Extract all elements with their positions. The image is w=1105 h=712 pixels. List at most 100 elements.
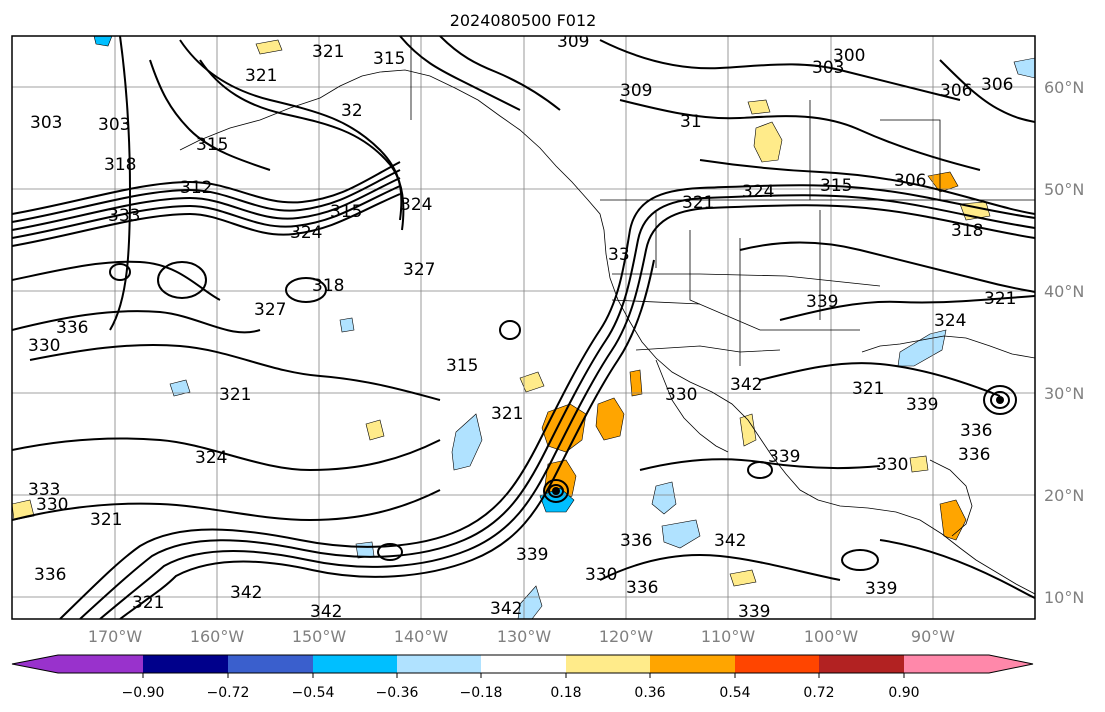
contour-label: 318 xyxy=(312,276,344,296)
contour-label: 330 xyxy=(36,495,68,515)
contour-label: 324 xyxy=(290,223,322,243)
colorbar-segment xyxy=(566,655,650,673)
contour-label: 324 xyxy=(195,448,227,468)
contour-label: 306 xyxy=(981,75,1013,95)
contour-label: 333 xyxy=(28,480,60,500)
colorbar-segment xyxy=(12,655,58,673)
colorbar-tick-label: 0.72 xyxy=(803,685,834,701)
contour-label: 339 xyxy=(906,395,938,415)
lon-label: 150°W xyxy=(292,627,347,646)
colorbar-tick-label: 0.54 xyxy=(719,685,750,701)
colorbar-tick-label: −0.18 xyxy=(460,685,503,701)
colorbar-tick-label: −0.90 xyxy=(122,685,165,701)
contour-label: 315 xyxy=(196,135,228,155)
colorbar-tick-label: 0.18 xyxy=(550,685,581,701)
colorbar: −0.90 −0.72 −0.54 −0.36 −0.18 0.18 0.36 … xyxy=(11,654,1034,701)
latitude-labels: 60°N 50°N 40°N 30°N 20°N 10°N xyxy=(1044,78,1084,607)
colorbar-segment xyxy=(481,655,566,673)
contour-label: 336 xyxy=(960,421,992,441)
contour-label: 342 xyxy=(730,375,762,395)
colorbar-segment xyxy=(58,655,143,673)
lat-label: 60°N xyxy=(1044,78,1084,97)
contour-label: 324 xyxy=(934,311,966,331)
contour-label: 324 xyxy=(742,182,774,202)
lon-label: 100°W xyxy=(804,627,859,646)
contour-label: 306 xyxy=(940,81,972,101)
contour-label: 333 xyxy=(108,206,140,226)
contour-label: 342 xyxy=(230,583,262,603)
contour-label: 330 xyxy=(585,565,617,585)
contour-label: 309 xyxy=(557,32,589,52)
contour-label: 321 xyxy=(219,385,251,405)
contour-label: 339 xyxy=(768,447,800,467)
lat-label: 40°N xyxy=(1044,282,1084,301)
contour-label: 321 xyxy=(132,593,164,613)
contour-label: 330 xyxy=(28,336,60,356)
colorbar-segment xyxy=(735,655,819,673)
contour-label: 336 xyxy=(34,565,66,585)
contour-label: 336 xyxy=(620,531,652,551)
lon-label: 90°W xyxy=(911,627,955,646)
contour-label: 318 xyxy=(951,221,983,241)
colorbar-tick-label: −0.54 xyxy=(292,685,335,701)
colorbar-segment xyxy=(819,655,904,673)
colorbar-segment xyxy=(989,655,1033,673)
contour-label: 324 xyxy=(400,195,432,215)
contour-label: 339 xyxy=(738,602,770,622)
contour-label: 303 xyxy=(98,115,130,135)
contour-label: 339 xyxy=(865,579,897,599)
contour-label: 32 xyxy=(341,101,363,121)
contour-label: 315 xyxy=(330,202,362,222)
colorbar-segment xyxy=(143,655,228,673)
storm-center xyxy=(552,487,560,495)
lat-label: 50°N xyxy=(1044,180,1084,199)
contour-label: 321 xyxy=(90,510,122,530)
lon-label: 130°W xyxy=(497,627,552,646)
colorbar-outline xyxy=(11,654,1034,674)
contour-label: 321 xyxy=(682,193,714,213)
contour-label: 321 xyxy=(312,42,344,62)
figure-title: 2024080500 F012 xyxy=(450,11,597,30)
lon-label: 110°W xyxy=(701,627,756,646)
lon-label: 140°W xyxy=(394,627,449,646)
contour-label: 315 xyxy=(820,176,852,196)
contour-label: 321 xyxy=(245,66,277,86)
storm-center xyxy=(996,396,1004,404)
contour-label: 309 xyxy=(620,81,652,101)
contour-label: 336 xyxy=(958,445,990,465)
lat-label: 30°N xyxy=(1044,384,1084,403)
contour-label: 321 xyxy=(852,379,884,399)
colorbar-tick-label: 0.36 xyxy=(634,685,665,701)
contour-labels: 321 315 309 300 303 306 303 321 32 309 3… xyxy=(28,32,1016,622)
contour-label: 336 xyxy=(56,318,88,338)
contour-label: 336 xyxy=(626,578,658,598)
colorbar-tick-label: −0.72 xyxy=(207,685,250,701)
colorbar-segment xyxy=(904,655,989,673)
colorbar-segment xyxy=(650,655,735,673)
contour-label: 312 xyxy=(180,178,212,198)
map-panel: 321 315 309 300 303 306 303 321 32 309 3… xyxy=(11,32,1036,622)
colorbar-segment xyxy=(313,655,397,673)
contour-label: 327 xyxy=(403,260,435,280)
lon-label: 120°W xyxy=(599,627,654,646)
contour-label: 342 xyxy=(310,602,342,622)
lat-label: 10°N xyxy=(1044,588,1084,607)
map-frame xyxy=(11,35,1036,620)
colorbar-tick-label: −0.36 xyxy=(376,685,419,701)
colorbar-tick-label: 0.90 xyxy=(888,685,919,701)
contour-label: 321 xyxy=(491,404,523,424)
contour-label: 300 xyxy=(833,46,865,66)
contour-label: 342 xyxy=(490,599,522,619)
contour-label: 303 xyxy=(30,113,62,133)
contour-label: 330 xyxy=(665,385,697,405)
colorbar-segment xyxy=(228,655,313,673)
lon-label: 160°W xyxy=(190,627,245,646)
contour-label: 330 xyxy=(876,455,908,475)
longitude-labels: 170°W 160°W 150°W 140°W 130°W 120°W 110°… xyxy=(88,627,955,646)
contour-label: 318 xyxy=(104,155,136,175)
contour-label: 315 xyxy=(373,49,405,69)
lat-label: 20°N xyxy=(1044,486,1084,505)
contour-label: 321 xyxy=(984,289,1016,309)
contour-label: 339 xyxy=(806,292,838,312)
